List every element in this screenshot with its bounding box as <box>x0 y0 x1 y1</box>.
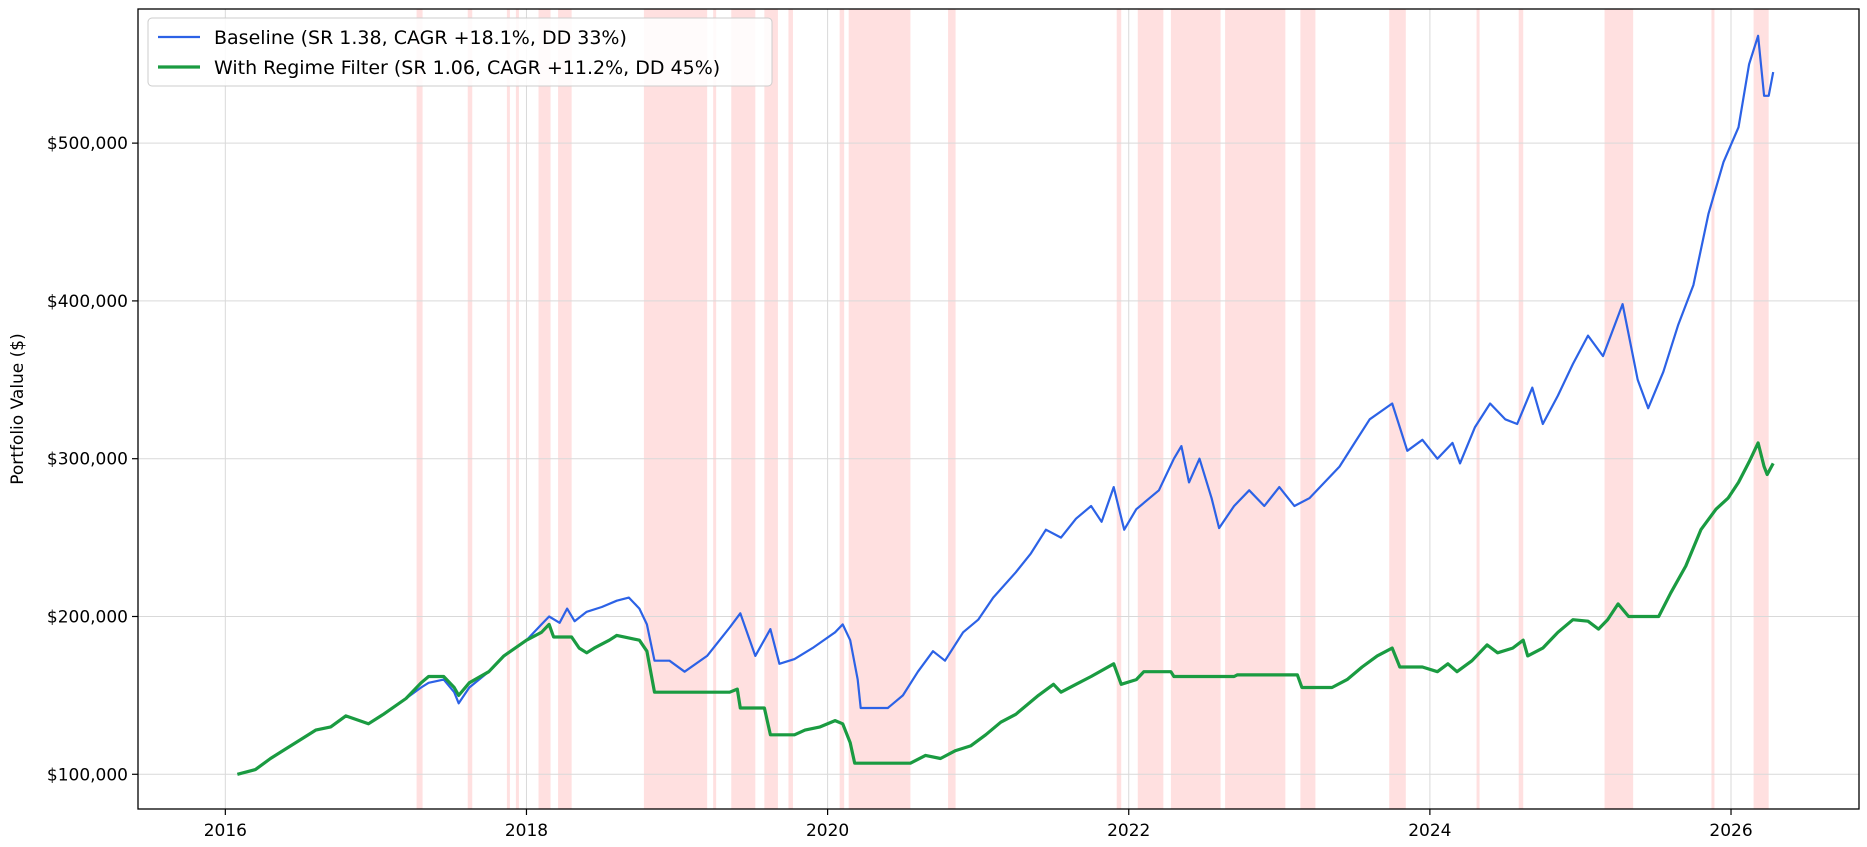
legend-entry-label: Baseline (SR 1.38, CAGR +18.1%, DD 33%) <box>214 27 627 49</box>
regime-shade-band <box>848 9 911 809</box>
regime-shade-band <box>558 9 572 809</box>
y-tick-label: $300,000 <box>47 450 128 470</box>
regime-shade-band <box>1711 9 1715 809</box>
regime-shade-band <box>788 9 793 809</box>
y-tick-label: $100,000 <box>47 765 128 785</box>
regime-shade-band <box>1225 9 1286 809</box>
x-tick-label: 2018 <box>505 821 548 841</box>
x-tick-label: 2026 <box>1709 821 1752 841</box>
regime-shade-band <box>1170 9 1221 809</box>
x-tick-label: 2020 <box>806 821 849 841</box>
x-tick-label: 2016 <box>204 821 247 841</box>
series-lines <box>236 34 1775 776</box>
regime-shade-band <box>506 9 510 809</box>
regime-shade-band <box>467 9 473 809</box>
regime-shade-band <box>1300 9 1316 809</box>
regime-shade-band <box>416 9 423 809</box>
regime-shade-band <box>731 9 756 809</box>
gridlines <box>138 9 1859 809</box>
regime-shade-band <box>1389 9 1406 809</box>
y-tick-label: $500,000 <box>47 134 128 154</box>
regime-shade-band <box>1753 9 1769 809</box>
plot-frame <box>137 8 1860 810</box>
regime-shade-band <box>839 9 845 809</box>
regime-shade-band <box>1476 9 1480 809</box>
regime-shade-band <box>643 9 708 809</box>
regime-shade-band <box>1137 9 1164 809</box>
series-line-regime-filter <box>236 441 1775 776</box>
regime-shade-band <box>1116 9 1122 809</box>
y-tick-label: $200,000 <box>47 607 128 627</box>
regime-shade-band <box>515 9 519 809</box>
y-tick-label: $400,000 <box>47 292 128 312</box>
x-tick-label: 2022 <box>1107 821 1150 841</box>
regime-shade-band <box>538 9 551 809</box>
y-axis-label: Portfolio Value ($) <box>8 333 28 485</box>
regime-shade-band <box>948 9 956 809</box>
regime-shade-band <box>713 9 717 809</box>
legend-entry-label: With Regime Filter (SR 1.06, CAGR +11.2%… <box>214 57 720 79</box>
regime-shade-band <box>1604 9 1634 809</box>
regime-shade-band <box>764 9 778 809</box>
regime-shade-band <box>1518 9 1524 809</box>
x-tick-label: 2024 <box>1408 821 1451 841</box>
axis-ticks: 2016 2018 2020 2022 2024 2026 $100,000 $200,000… <box>47 134 1753 841</box>
legend: Baseline (SR 1.38, CAGR +18.1%, DD 33%) W… <box>147 17 773 87</box>
legend-box <box>147 17 773 87</box>
